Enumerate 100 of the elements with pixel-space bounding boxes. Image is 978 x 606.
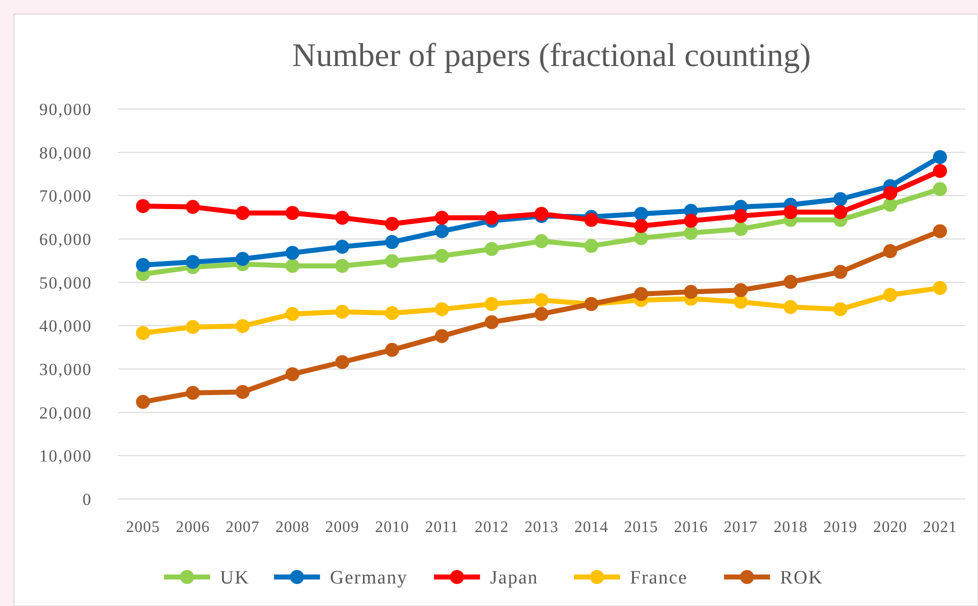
x-tick-label: 2015 <box>624 519 658 536</box>
point <box>734 222 748 236</box>
point <box>534 206 548 221</box>
legend-label: UK <box>220 568 250 589</box>
point <box>784 274 798 289</box>
point <box>883 186 898 200</box>
point <box>136 394 150 409</box>
x-tick-label: 2006 <box>176 519 210 536</box>
point <box>933 150 947 164</box>
y-tick-label: 60,000 <box>39 230 92 249</box>
point <box>634 287 648 302</box>
point <box>285 258 300 273</box>
point <box>434 248 449 263</box>
point <box>335 355 350 370</box>
point <box>784 300 798 314</box>
point <box>136 258 150 272</box>
x-tick-label: 2017 <box>724 519 758 536</box>
point <box>484 315 499 330</box>
point <box>285 367 300 382</box>
x-tick-label: 2005 <box>126 519 160 536</box>
point <box>933 164 947 178</box>
y-tick-label: 20,000 <box>39 403 92 422</box>
point <box>883 288 898 302</box>
y-tick-label: 40,000 <box>39 316 92 336</box>
point <box>833 264 848 279</box>
point <box>484 242 499 256</box>
point <box>534 234 548 248</box>
point <box>335 258 350 273</box>
point <box>734 283 748 298</box>
x-tick-label: 2007 <box>226 519 260 536</box>
x-tick-label: 2018 <box>774 519 808 536</box>
point <box>136 326 150 340</box>
point <box>136 199 150 214</box>
y-tick-label: 10,000 <box>39 446 92 466</box>
x-tick-label: 2008 <box>275 519 310 536</box>
y-tick-label: 0 <box>82 490 92 509</box>
point <box>933 224 947 238</box>
point <box>236 252 250 266</box>
point <box>236 319 250 334</box>
point <box>186 254 200 269</box>
point <box>285 246 300 260</box>
point <box>734 294 748 309</box>
point <box>434 329 449 344</box>
point <box>784 205 798 220</box>
x-tick-label: 2012 <box>474 519 509 536</box>
point <box>634 231 648 246</box>
point <box>534 306 548 321</box>
y-tick-label: 80,000 <box>39 143 92 162</box>
x-tick-label: 2011 <box>425 519 459 536</box>
y-tick-label: 90,000 <box>39 100 92 119</box>
x-tick-label: 2020 <box>873 519 908 536</box>
point <box>484 297 499 311</box>
point <box>883 244 898 258</box>
point <box>186 386 200 400</box>
point <box>335 304 350 319</box>
point <box>734 209 748 224</box>
point <box>385 216 400 231</box>
point <box>385 306 400 320</box>
x-tick-label: 2021 <box>923 519 957 536</box>
point <box>385 254 400 268</box>
point <box>484 210 499 225</box>
x-tick-label: 2009 <box>325 519 360 536</box>
point <box>584 212 598 227</box>
legend-label: Japan <box>490 568 538 589</box>
legend-label: Germany <box>330 568 408 589</box>
point <box>634 219 648 233</box>
chart-title: Number of papers (fractional counting) <box>292 38 811 74</box>
point <box>684 226 698 240</box>
legend-label: ROK <box>780 568 824 589</box>
point <box>584 238 598 253</box>
point <box>186 320 200 334</box>
point <box>833 192 848 206</box>
point <box>186 200 200 214</box>
point <box>883 198 898 212</box>
point <box>833 205 848 220</box>
point <box>236 206 250 220</box>
point <box>933 280 947 295</box>
x-tick-label: 2014 <box>574 519 608 536</box>
point <box>285 206 300 220</box>
point <box>385 235 400 250</box>
point <box>684 284 698 299</box>
point <box>385 342 400 357</box>
legend-label: France <box>630 568 688 589</box>
point <box>434 224 449 238</box>
y-tick-label: 70,000 <box>39 186 92 206</box>
point <box>335 210 350 225</box>
point <box>634 206 648 221</box>
y-tick-label: 30,000 <box>39 360 92 379</box>
x-tick-label: 2013 <box>524 519 558 536</box>
x-tick-label: 2010 <box>375 519 410 536</box>
point <box>236 384 250 399</box>
point <box>335 240 350 254</box>
point <box>434 210 449 225</box>
x-tick-label: 2016 <box>674 519 708 536</box>
point <box>684 214 698 228</box>
x-tick-label: 2019 <box>823 519 858 536</box>
point <box>534 293 548 308</box>
point <box>285 306 300 321</box>
point <box>933 182 947 196</box>
point <box>833 302 848 316</box>
